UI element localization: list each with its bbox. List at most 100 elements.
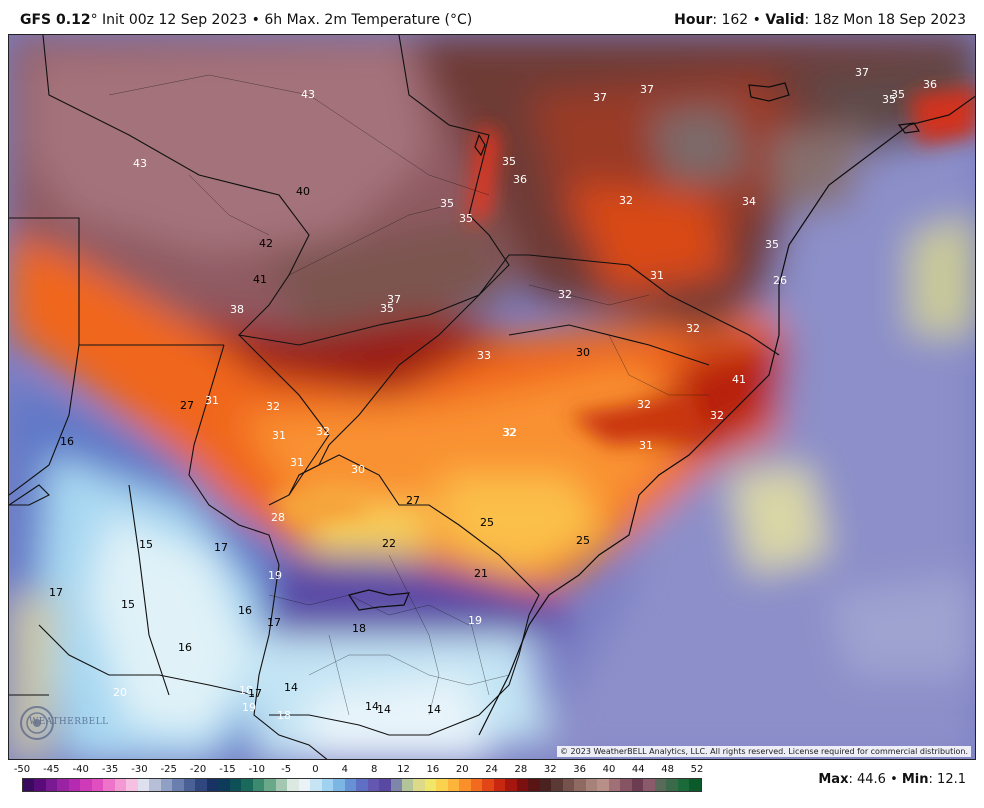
hour-value: : 162 • bbox=[712, 12, 766, 28]
colorbar-tick-label: 52 bbox=[690, 764, 704, 775]
temperature-value-label: 31 bbox=[272, 429, 286, 442]
temperature-value-label: 31 bbox=[639, 439, 653, 452]
temperature-value-label: 35 bbox=[882, 93, 896, 106]
temperature-value-label: 35 bbox=[502, 155, 516, 168]
colorbar-tick-label: -20 bbox=[189, 764, 207, 775]
temperature-value-label: 32 bbox=[710, 409, 724, 422]
colorbar-tick-label: 28 bbox=[514, 764, 528, 775]
temperature-value-label: 18 bbox=[352, 622, 366, 635]
colorbar-segment bbox=[585, 779, 598, 791]
colorbar-tick-label: 12 bbox=[397, 764, 410, 775]
temperature-value-label: 36 bbox=[923, 78, 937, 91]
temperature-value-label: 25 bbox=[480, 516, 494, 529]
colorbar-segment bbox=[206, 779, 219, 791]
colorbar-segment bbox=[103, 779, 115, 791]
init-description: ° Init 00z 12 Sep 2023 • 6h Max. 2m Temp… bbox=[90, 12, 473, 28]
colorbar-tick-label: 0 bbox=[312, 764, 319, 775]
temperature-value-label: 21 bbox=[474, 567, 488, 580]
temperature-value-label: 26 bbox=[773, 274, 787, 287]
colorbar-segment bbox=[597, 779, 609, 791]
temperature-value-label: 18 bbox=[239, 684, 253, 697]
temperature-value-label: 41 bbox=[732, 373, 746, 386]
colorbar-segment bbox=[68, 779, 81, 791]
temperature-value-label: 22 bbox=[382, 537, 396, 550]
temperature-value-label: 41 bbox=[253, 273, 267, 286]
temperature-value-label: 30 bbox=[351, 463, 365, 476]
min-value: : 12.1 bbox=[928, 772, 966, 787]
colorbar-segment bbox=[195, 779, 207, 791]
colorbar-ticks: -50 -45 -40 -35 -30 -25 -20 -15 -10 -5 0 4 8 12 16 20 24… bbox=[0, 764, 720, 778]
temperature-map[interactable]: 43 43 40 42 41 38 37 37 37 35 36 35 35 36 35 35 32 34 35 31… bbox=[8, 34, 976, 760]
colorbar-tick-label: 8 bbox=[370, 764, 378, 775]
temperature-value-label: 42 bbox=[259, 237, 273, 250]
colorbar-segment bbox=[57, 779, 69, 791]
colorbar-segment bbox=[137, 779, 150, 791]
colorbar-segment bbox=[539, 779, 552, 791]
temperature-value-label: 32 bbox=[316, 425, 330, 438]
temperature-value-label: 27 bbox=[406, 494, 420, 507]
hour-label: Hour bbox=[674, 12, 713, 28]
copyright-notice: © 2023 WeatherBELL Analytics, LLC. All r… bbox=[557, 746, 971, 757]
temperature-value-label: 37 bbox=[593, 91, 607, 104]
colorbar-segment bbox=[436, 779, 448, 791]
temperature-value-label: 17 bbox=[267, 616, 281, 629]
colorbar-segment bbox=[620, 779, 632, 791]
temperature-value-label: 16 bbox=[178, 641, 192, 654]
colorbar-segment bbox=[367, 779, 380, 791]
model-name: GFS 0.12 bbox=[20, 12, 91, 28]
map-title: GFS 0.12° Init 00z 12 Sep 2023 • 6h Max.… bbox=[20, 12, 472, 28]
colorbar-segment bbox=[287, 779, 299, 791]
colorbar-segment bbox=[310, 779, 322, 791]
temperature-value-label: 16 bbox=[60, 435, 74, 448]
colorbar-segment bbox=[470, 779, 483, 791]
temperature-value-label: 31 bbox=[205, 394, 219, 407]
colorbar-segment bbox=[379, 779, 391, 791]
temperature-value-label: 17 bbox=[214, 541, 228, 554]
temperature-value-label: 32 bbox=[637, 398, 651, 411]
logo-swirl-icon bbox=[20, 706, 54, 740]
colorbar-segment bbox=[654, 779, 667, 791]
temperature-value-label: 33 bbox=[477, 349, 491, 362]
colorbar-segment bbox=[608, 779, 621, 791]
temperature-value-label: 43 bbox=[301, 88, 315, 101]
temperature-value-label: 16 bbox=[238, 604, 252, 617]
valid-time: Hour: 162 • Valid: 18z Mon 18 Sep 2023 bbox=[674, 12, 966, 28]
temperature-value-label: 35 bbox=[459, 212, 473, 225]
colorbar-tick-label: 32 bbox=[543, 764, 557, 775]
colorbar-segment bbox=[401, 779, 414, 791]
colorbar-segment bbox=[45, 779, 58, 791]
temperature-value-label: 28 bbox=[271, 511, 285, 524]
temperature-value-label: 20 bbox=[113, 686, 127, 699]
temperature-value-label: 34 bbox=[742, 195, 756, 208]
coastline bbox=[348, 82, 975, 736]
valid-value: : 18z Mon 18 Sep 2023 bbox=[804, 12, 966, 28]
colorbar-tick-label: -5 bbox=[281, 764, 292, 775]
temperature-value-label: 37 bbox=[640, 83, 654, 96]
colorbar-tick-label: 24 bbox=[485, 764, 498, 775]
colorbar-segment bbox=[172, 779, 184, 791]
colorbar-segment bbox=[356, 779, 368, 791]
temperature-value-label: 14 bbox=[427, 703, 441, 716]
colorbar-segment bbox=[493, 779, 506, 791]
colorbar-segment bbox=[344, 779, 357, 791]
colorbar-tick-label: -35 bbox=[101, 764, 119, 775]
max-value: : 44.6 • bbox=[848, 772, 902, 787]
colorbar-segment bbox=[551, 779, 563, 791]
temperature-value-label: 32 bbox=[266, 400, 280, 413]
temperature-value-label: 35 bbox=[440, 197, 454, 210]
temperature-value-label: 32 bbox=[558, 288, 572, 301]
temperature-value-label: 32 bbox=[619, 194, 633, 207]
colorbar-segment bbox=[528, 779, 540, 791]
temperature-value-label: 14 bbox=[377, 703, 391, 716]
colorbar-segment bbox=[447, 779, 460, 791]
colorbar-tick-label: 20 bbox=[455, 764, 469, 775]
state-borders bbox=[108, 74, 709, 716]
hot-streaks bbox=[269, 85, 975, 525]
colorbar-segment bbox=[643, 779, 655, 791]
temperature-value-label: 19 bbox=[468, 614, 482, 627]
temperature-value-label: 31 bbox=[650, 269, 664, 282]
colorbar-tick-label: -40 bbox=[72, 764, 89, 775]
colorbar-segment bbox=[252, 779, 265, 791]
